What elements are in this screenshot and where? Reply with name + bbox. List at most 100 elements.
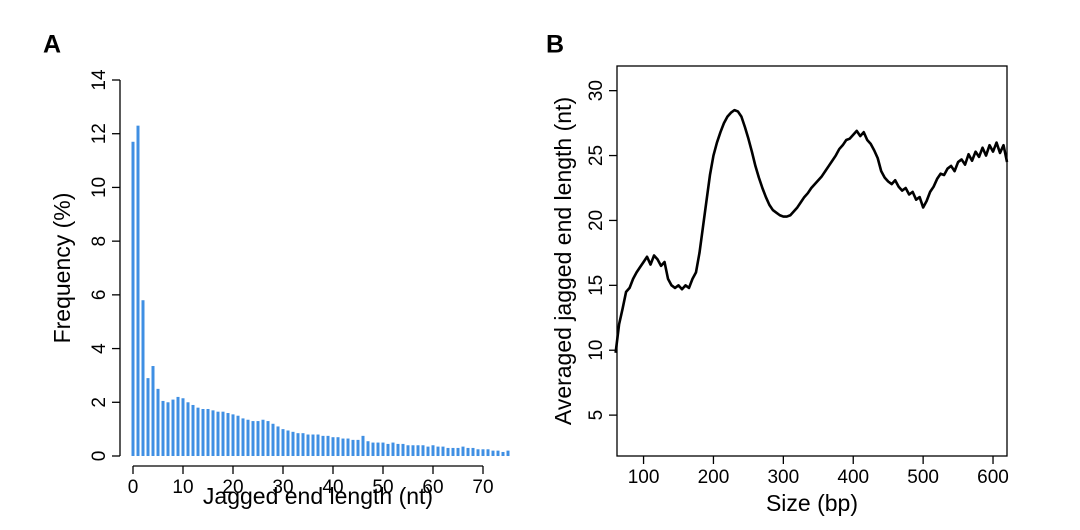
bar bbox=[471, 447, 475, 456]
x-tick-label: 200 bbox=[698, 467, 730, 488]
bar bbox=[376, 442, 380, 456]
bar bbox=[391, 442, 395, 456]
bar bbox=[171, 399, 175, 456]
x-tick-label: 400 bbox=[837, 467, 869, 488]
y-tick-label: 4 bbox=[89, 343, 110, 354]
bar bbox=[356, 439, 360, 456]
bar bbox=[246, 419, 250, 456]
bar bbox=[431, 445, 435, 456]
bar bbox=[256, 421, 260, 456]
bar bbox=[321, 435, 325, 456]
bar bbox=[156, 388, 160, 456]
bar bbox=[236, 415, 240, 456]
y-tick-label: 8 bbox=[89, 236, 110, 247]
bar bbox=[211, 410, 215, 456]
bar bbox=[206, 409, 210, 456]
bar bbox=[416, 445, 420, 456]
x-tick-label: 70 bbox=[472, 477, 493, 498]
x-tick-label: 60 bbox=[422, 477, 443, 498]
y-tick-label: 6 bbox=[89, 290, 110, 301]
bar bbox=[466, 447, 470, 456]
bar bbox=[251, 421, 255, 456]
bar bbox=[301, 433, 305, 456]
y-tick-label: 2 bbox=[89, 397, 110, 408]
bar bbox=[266, 421, 270, 456]
bar bbox=[276, 426, 280, 456]
y-axis-label: Averaged jagged end length (nt) bbox=[550, 97, 576, 425]
bar bbox=[146, 378, 150, 456]
bar bbox=[361, 435, 365, 456]
x-tick-label: 30 bbox=[272, 477, 293, 498]
bar bbox=[166, 402, 170, 456]
y-tick-label: 15 bbox=[586, 275, 607, 296]
bar bbox=[216, 411, 220, 456]
x-tick-label: 0 bbox=[128, 477, 139, 498]
bar bbox=[226, 413, 230, 456]
bar bbox=[506, 450, 510, 456]
bar bbox=[201, 409, 205, 456]
bar bbox=[406, 445, 410, 456]
x-tick-label: 50 bbox=[372, 477, 393, 498]
bar bbox=[326, 435, 330, 456]
bar bbox=[161, 400, 165, 456]
bar bbox=[426, 446, 430, 456]
y-tick-label: 14 bbox=[89, 69, 110, 91]
bar bbox=[371, 442, 375, 456]
bar bbox=[496, 450, 500, 456]
x-tick-label: 500 bbox=[907, 467, 939, 488]
bar bbox=[271, 423, 275, 456]
bar bbox=[261, 419, 265, 456]
bar bbox=[341, 438, 345, 456]
y-tick-label: 10 bbox=[89, 177, 110, 198]
bar bbox=[491, 450, 495, 456]
bar bbox=[381, 442, 385, 456]
bar bbox=[336, 437, 340, 456]
x-tick-label: 40 bbox=[322, 477, 343, 498]
bar bbox=[401, 443, 405, 456]
x-axis-label: Size (bp) bbox=[766, 490, 858, 516]
bar bbox=[461, 446, 465, 456]
y-tick-label: 12 bbox=[89, 123, 110, 144]
bar bbox=[411, 445, 415, 456]
bar bbox=[451, 447, 455, 456]
bar bbox=[441, 446, 445, 456]
data-line bbox=[614, 108, 1009, 353]
panel-label: A bbox=[43, 31, 61, 59]
y-tick-label: 0 bbox=[89, 451, 110, 462]
x-axis-label: Jagged end length (nt) bbox=[203, 483, 433, 509]
bar bbox=[281, 429, 285, 456]
y-tick-label: 25 bbox=[586, 145, 607, 166]
x-tick-label: 300 bbox=[767, 467, 799, 488]
x-tick-label: 20 bbox=[222, 477, 243, 498]
bar bbox=[456, 447, 460, 456]
bar bbox=[191, 404, 195, 456]
y-tick-label: 10 bbox=[586, 340, 607, 361]
x-tick-label: 10 bbox=[172, 477, 193, 498]
bar bbox=[296, 433, 300, 456]
bar bbox=[196, 407, 200, 456]
y-axis-label: Frequency (%) bbox=[49, 193, 75, 344]
bar bbox=[476, 449, 480, 456]
bar bbox=[151, 366, 155, 456]
bar bbox=[306, 434, 310, 456]
x-tick-label: 600 bbox=[977, 467, 1009, 488]
bar bbox=[436, 446, 440, 456]
bar bbox=[176, 396, 180, 456]
bar bbox=[181, 398, 185, 456]
bar bbox=[351, 439, 355, 456]
bar bbox=[136, 125, 140, 457]
panel-label: B bbox=[546, 31, 564, 59]
bar bbox=[346, 438, 350, 456]
bar bbox=[386, 443, 390, 456]
bar bbox=[311, 434, 315, 456]
bar bbox=[141, 300, 145, 456]
bar bbox=[331, 437, 335, 456]
y-tick-label: 20 bbox=[586, 210, 607, 231]
bar bbox=[231, 414, 235, 456]
bar bbox=[481, 449, 485, 456]
plot-frame bbox=[616, 65, 1008, 457]
bar bbox=[501, 451, 505, 456]
x-tick-label: 100 bbox=[628, 467, 660, 488]
bar bbox=[286, 430, 290, 456]
